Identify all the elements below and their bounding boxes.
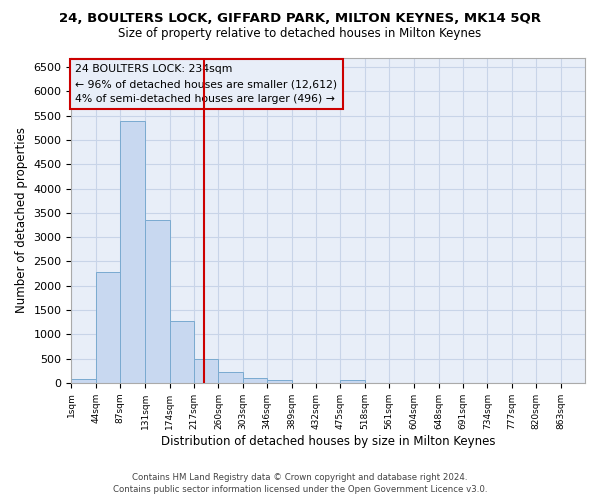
Bar xyxy=(243,378,267,383)
Text: Size of property relative to detached houses in Milton Keynes: Size of property relative to detached ho… xyxy=(118,28,482,40)
Text: 24, BOULTERS LOCK, GIFFARD PARK, MILTON KEYNES, MK14 5QR: 24, BOULTERS LOCK, GIFFARD PARK, MILTON … xyxy=(59,12,541,26)
Text: Contains HM Land Registry data © Crown copyright and database right 2024.
Contai: Contains HM Land Registry data © Crown c… xyxy=(113,472,487,494)
Text: 24 BOULTERS LOCK: 234sqm
← 96% of detached houses are smaller (12,612)
4% of sem: 24 BOULTERS LOCK: 234sqm ← 96% of detach… xyxy=(76,64,338,104)
Bar xyxy=(194,359,218,383)
Bar xyxy=(170,320,194,383)
Bar xyxy=(120,120,145,383)
Bar xyxy=(145,220,170,383)
Bar xyxy=(71,379,96,383)
Bar xyxy=(218,372,243,383)
Bar xyxy=(96,272,120,383)
Bar xyxy=(340,380,365,383)
Bar xyxy=(267,380,292,383)
X-axis label: Distribution of detached houses by size in Milton Keynes: Distribution of detached houses by size … xyxy=(161,434,496,448)
Y-axis label: Number of detached properties: Number of detached properties xyxy=(15,127,28,313)
